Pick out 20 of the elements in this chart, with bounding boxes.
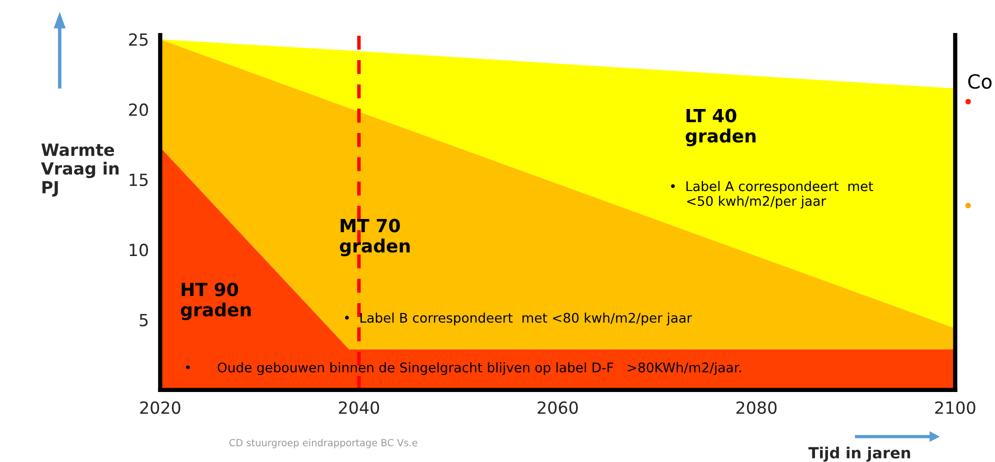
annotation: MT 70 graden [340, 218, 410, 256]
y-tick-label: 20 [129, 103, 148, 116]
text: CD stuurgroep eindrapportage BC Vs.e [229, 438, 418, 448]
y-tick-label: 10 [130, 244, 148, 256]
y-axis-title: Warmte Vraag in PJ [41, 144, 119, 197]
x-tick-label: 2040 [338, 401, 380, 414]
x-axis-title: Tijd in jaren [808, 446, 910, 462]
annotation: HT 90 graden [180, 282, 251, 320]
x-tick-label: 2080 [736, 401, 777, 414]
annotation: • Label A correspondeert met <50 kwh/m2/per jaar [670, 181, 874, 209]
y-tick-label: 5 [140, 314, 148, 326]
annotation: • Label B correspondeert met <80 kwh/m2/per jaar [345, 312, 692, 326]
annotation: LT 40 graden [686, 108, 756, 146]
y-tick-label: 25 [129, 33, 148, 46]
text: Co [968, 74, 992, 89]
annotation: • Oude gebouwen binnen de Singelgracht blijven op label D-F >80KWh/m2/jaar. [186, 362, 741, 376]
x-tick-label: 2100 [935, 401, 976, 414]
x-tick-label: 2060 [538, 401, 578, 414]
y-tick-label: 15 [130, 174, 148, 186]
x-tick-label: 2020 [140, 401, 180, 414]
